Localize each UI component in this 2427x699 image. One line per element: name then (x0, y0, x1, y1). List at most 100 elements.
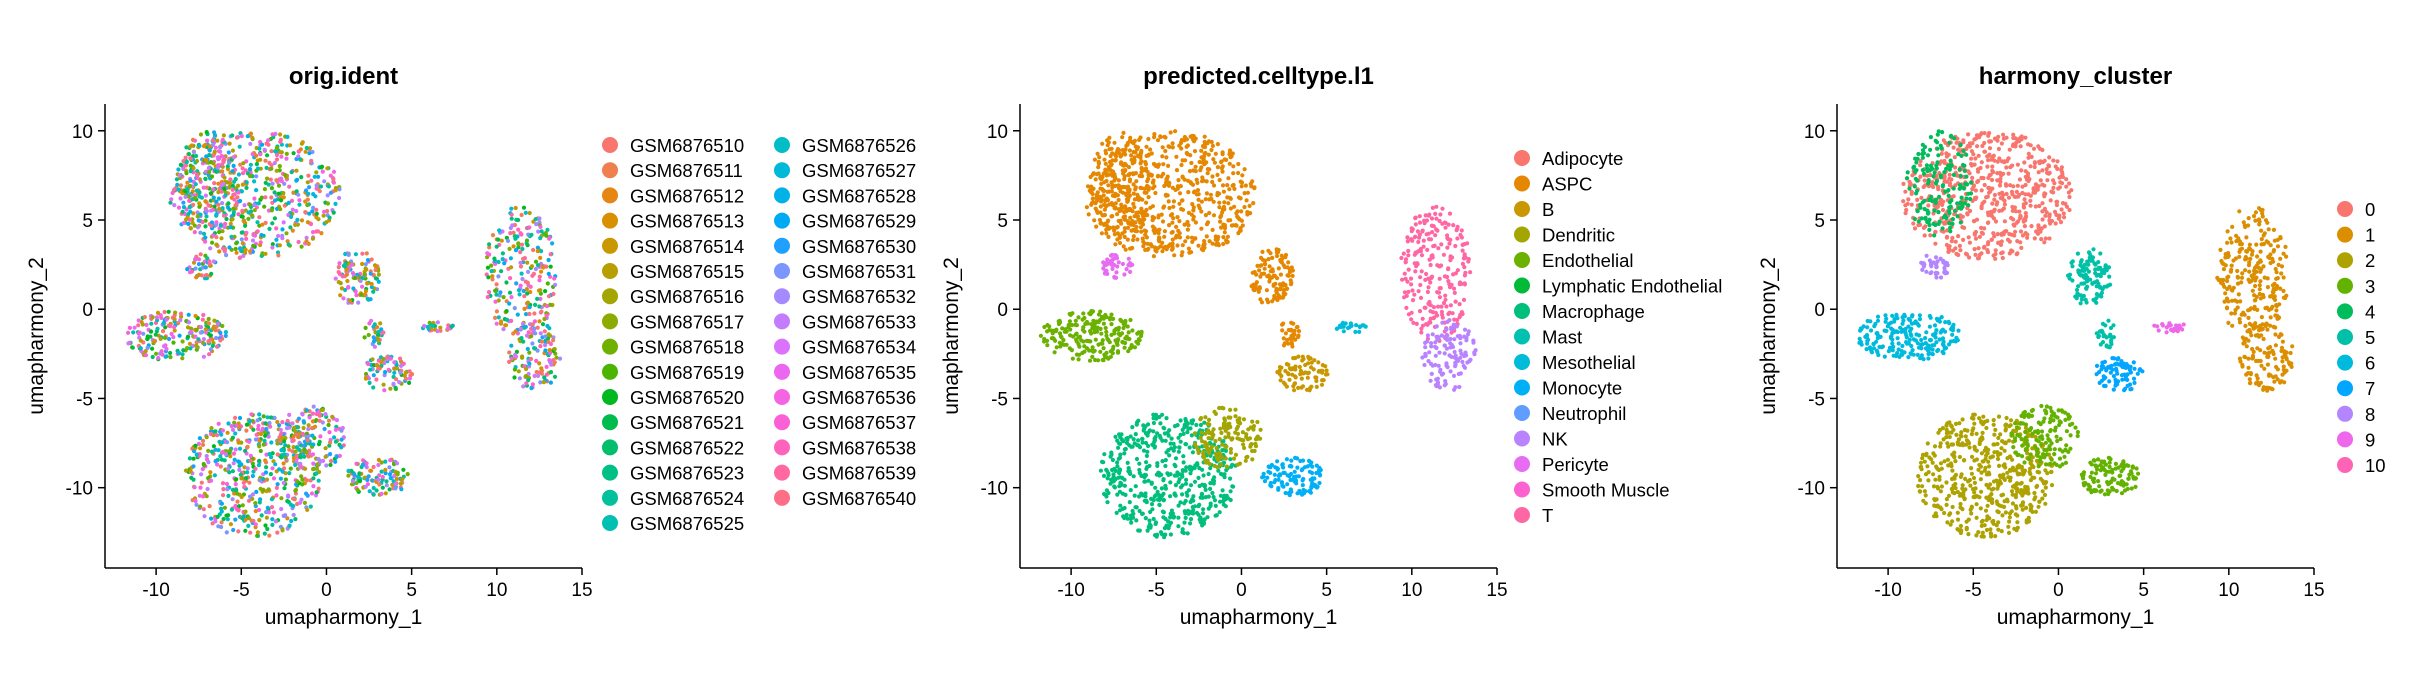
data-point (1465, 241, 1470, 246)
data-point (1199, 492, 1204, 497)
data-point (314, 170, 319, 175)
data-point (1438, 212, 1443, 217)
data-point (162, 309, 167, 315)
data-point (309, 158, 314, 163)
data-point (1206, 417, 1212, 422)
data-point (1460, 359, 1465, 364)
data-point (1123, 446, 1128, 452)
data-point (253, 522, 258, 527)
data-point (1140, 440, 1145, 445)
data-point (1177, 445, 1182, 450)
data-point (320, 407, 325, 413)
data-point (206, 339, 211, 344)
data-point (307, 415, 312, 420)
data-point (356, 300, 361, 305)
legend-item: GSM6876510 (602, 135, 744, 156)
data-point (1139, 170, 1144, 175)
data-point (171, 340, 176, 345)
data-point (1307, 489, 1312, 494)
data-point (1136, 210, 1141, 215)
data-point (523, 210, 528, 215)
data-point (1440, 315, 1445, 320)
data-point (1276, 486, 1281, 491)
data-point (405, 472, 410, 477)
data-point (196, 272, 202, 277)
data-point (278, 207, 283, 212)
data-point (374, 377, 379, 382)
data-point (140, 322, 145, 327)
data-point (316, 456, 321, 462)
data-point (1042, 324, 1047, 330)
data-point (337, 195, 342, 201)
data-point (220, 428, 225, 433)
data-point (304, 239, 309, 244)
data-point (1127, 207, 1132, 212)
data-point (1166, 183, 1172, 188)
data-point (1457, 384, 1462, 390)
data-point (141, 331, 146, 336)
data-point (507, 350, 512, 355)
data-point (1410, 227, 1415, 232)
data-point (302, 447, 307, 452)
data-point (1140, 197, 1145, 202)
data-point (180, 209, 185, 214)
data-point (1175, 423, 1180, 428)
data-point (363, 376, 368, 381)
data-point (132, 325, 137, 330)
data-point (217, 439, 222, 444)
data-point (230, 497, 235, 502)
data-point (1473, 348, 1478, 353)
data-point (1135, 237, 1140, 242)
data-point (331, 180, 336, 185)
data-point (337, 187, 342, 192)
data-point (1228, 457, 1233, 462)
data-point (204, 214, 209, 219)
data-point (1194, 510, 1200, 516)
data-point (255, 533, 260, 538)
data-point (136, 318, 141, 323)
data-point (1170, 220, 1175, 225)
data-point (1426, 237, 1432, 242)
data-point (299, 474, 304, 479)
data-point (369, 257, 374, 262)
data-point (1281, 336, 1286, 341)
data-point (1201, 242, 1206, 247)
data-point (526, 232, 531, 237)
data-point (393, 482, 398, 487)
data-point (312, 174, 317, 179)
data-point (1103, 198, 1108, 204)
data-point (221, 213, 227, 218)
data-point (269, 497, 274, 502)
data-point (215, 321, 220, 326)
data-point (1261, 471, 1266, 476)
data-point (344, 267, 349, 272)
data-point (177, 173, 182, 178)
data-point (1094, 224, 1099, 229)
data-point (194, 502, 199, 507)
data-point (1121, 130, 1126, 135)
data-point (1437, 286, 1442, 291)
data-point (1150, 507, 1155, 512)
data-point (380, 474, 385, 480)
data-point (191, 166, 196, 171)
data-point (214, 235, 219, 240)
data-point (291, 512, 296, 518)
data-point (1110, 183, 1115, 188)
data-point (1212, 160, 1217, 165)
data-point (289, 198, 295, 203)
data-point (263, 220, 268, 225)
data-point (201, 231, 207, 236)
data-point (258, 448, 263, 454)
data-point (1319, 368, 1324, 373)
data-point (276, 253, 281, 258)
data-point (490, 277, 495, 282)
data-point (207, 504, 212, 509)
data-point (1137, 508, 1142, 514)
data-point (1462, 265, 1467, 270)
data-point (231, 461, 236, 466)
data-point (1276, 266, 1281, 271)
data-point (252, 179, 257, 184)
data-point (1262, 479, 1268, 484)
data-point (302, 454, 307, 459)
data-point (242, 203, 247, 208)
